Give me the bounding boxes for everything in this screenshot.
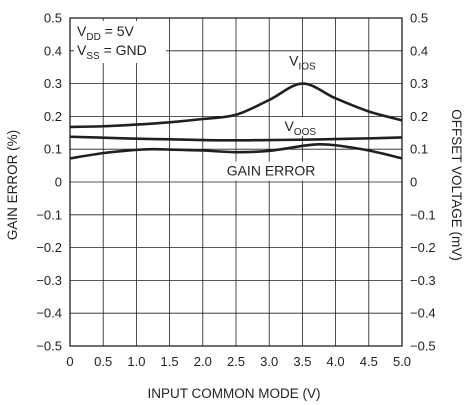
plot-frame <box>69 17 403 347</box>
y-left-tick-label: −0.1 <box>36 207 62 222</box>
series-layer <box>69 82 403 160</box>
x-tick-label: 5.0 <box>393 354 411 369</box>
x-tick-label: 1.5 <box>161 354 179 369</box>
y-right-tick-labels: −0.5 −0.4 −0.3 −0.2 −0.1 0 0.1 0.2 0.3 0.4 0.5 <box>410 11 436 354</box>
x-tick-label: 4.5 <box>360 354 378 369</box>
y-left-tick-label: 0.2 <box>44 109 62 124</box>
voos-label-background <box>282 117 335 137</box>
y-right-tick-label: 0.5 <box>410 11 428 26</box>
gain-error-label: GAIN ERROR <box>227 163 316 179</box>
vdd-condition: VDD = 5V <box>77 23 135 43</box>
x-tick-labels: 0 0.5 1.0 1.5 2.0 2.5 3.0 3.5 4.0 4.5 5.0 <box>66 354 411 369</box>
y-left-tick-label: −0.3 <box>36 273 62 288</box>
y-left-tick-label: 0.4 <box>44 43 62 58</box>
conditions-background <box>74 21 166 63</box>
y-right-tick-label: 0.1 <box>410 142 428 157</box>
series-voos-line <box>69 135 403 142</box>
y-left-axis-label: GAIN ERROR (%) <box>5 130 20 240</box>
y-right-tick-label: −0.4 <box>410 306 436 321</box>
series-labels: VIOS VOOS GAIN ERROR <box>224 53 335 181</box>
vios-label: VIOS <box>289 53 316 73</box>
y-right-tick-label: 0 <box>410 175 417 190</box>
series-vios-line <box>69 82 403 129</box>
y-right-tick-label: 0.2 <box>410 109 428 124</box>
y-left-tick-label: 0.5 <box>44 11 62 26</box>
y-right-tick-label: −0.2 <box>410 240 436 255</box>
grid <box>70 18 402 346</box>
x-tick-label: 1.0 <box>127 354 145 369</box>
x-tick-label: 2.0 <box>194 354 212 369</box>
y-left-tick-label: −0.5 <box>36 339 62 354</box>
x-tick-label: 3.0 <box>260 354 278 369</box>
y-left-tick-label: 0.1 <box>44 142 62 157</box>
x-axis-label: INPUT COMMON MODE (V) <box>148 386 321 401</box>
y-right-tick-label: 0.4 <box>410 43 428 58</box>
y-right-tick-label: −0.5 <box>410 339 436 354</box>
x-tick-label: 3.5 <box>293 354 311 369</box>
y-left-tick-label: 0.3 <box>44 76 62 91</box>
x-tick-label: 2.5 <box>227 354 245 369</box>
x-tick-label: 0 <box>66 354 73 369</box>
y-left-tick-label: −0.4 <box>36 306 62 321</box>
y-left-tick-labels: −0.5 −0.4 −0.3 −0.2 −0.1 0 0.1 0.2 0.3 0.4 0.5 <box>36 11 62 354</box>
y-left-tick-label: −0.2 <box>36 240 62 255</box>
y-right-axis-label: OFFSET VOLTAGE (mV) <box>449 109 464 261</box>
gain-error-label-background <box>224 161 331 181</box>
series-gain-error-line <box>69 142 403 160</box>
y-left-tick-label: 0 <box>55 175 62 190</box>
voos-label: VOOS <box>284 118 316 138</box>
vss-condition: VSS = GND <box>77 42 147 62</box>
x-tick-label: 4.0 <box>327 354 345 369</box>
y-right-tick-label: 0.3 <box>410 76 428 91</box>
x-tick-label: 0.5 <box>94 354 112 369</box>
y-right-tick-label: −0.1 <box>410 207 436 222</box>
y-right-tick-label: −0.3 <box>410 273 436 288</box>
